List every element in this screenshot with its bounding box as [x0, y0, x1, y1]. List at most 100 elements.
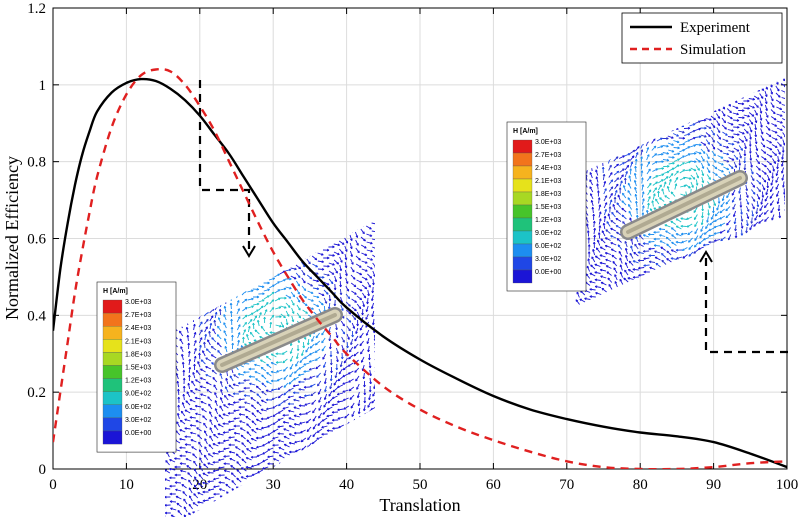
field-arrowhead	[180, 470, 183, 473]
field-arrowhead	[337, 401, 340, 404]
field-arrowhead	[182, 377, 185, 381]
field-arrow	[240, 485, 247, 488]
field-arrowhead	[193, 493, 195, 496]
field-arrowhead	[626, 164, 629, 167]
x-tick-label: 90	[706, 477, 721, 493]
field-arrow	[257, 477, 264, 481]
field-arrow	[651, 153, 657, 158]
field-arrow	[662, 152, 669, 155]
field-arrowhead	[371, 306, 374, 309]
field-arrow	[213, 425, 219, 431]
y-tick-label: 1.2	[27, 1, 46, 17]
field-arrow	[188, 367, 191, 374]
field-arrow	[230, 472, 236, 478]
field-arrowhead	[223, 470, 227, 473]
field-arrowhead	[159, 507, 161, 508]
field-arrow	[665, 230, 671, 235]
field-arrow	[261, 399, 267, 404]
field-arrow	[238, 390, 245, 393]
field-arrowhead	[165, 495, 167, 498]
colorbar-swatch	[102, 391, 123, 405]
field-arrow	[674, 183, 677, 190]
field-arrowhead	[223, 440, 226, 443]
field-arrow	[661, 253, 667, 258]
field-arrow	[260, 408, 267, 412]
field-arrow	[204, 319, 209, 325]
field-arrowhead	[251, 466, 254, 468]
field-arrow	[263, 302, 269, 308]
field-arrow	[263, 295, 270, 300]
field-arrow	[267, 423, 273, 428]
field-arrow	[169, 500, 177, 503]
field-arrow	[180, 410, 186, 417]
field-arrowhead	[359, 336, 362, 339]
field-arrowhead	[255, 378, 258, 381]
field-arrowhead	[323, 365, 326, 368]
field-arrowhead	[648, 189, 652, 192]
field-arrowhead	[654, 153, 657, 155]
field-arrow	[249, 331, 255, 338]
field-arrowhead	[643, 258, 646, 260]
field-arrow	[603, 188, 607, 195]
field-arrow	[235, 453, 241, 459]
field-arrow	[657, 161, 664, 163]
field-arrow	[219, 308, 222, 316]
field-arrowhead	[159, 498, 161, 499]
field-arrow	[288, 379, 294, 385]
field-arrow	[589, 295, 596, 298]
field-arrowhead	[289, 367, 293, 370]
field-arrow	[603, 223, 606, 230]
field-arrowhead	[648, 196, 651, 199]
field-arrow	[598, 232, 601, 239]
field-arrow	[241, 450, 247, 456]
grid	[53, 8, 787, 469]
field-arrowhead	[643, 265, 646, 267]
field-arrow	[280, 321, 285, 328]
field-arrowhead	[245, 466, 248, 469]
field-arrow	[344, 245, 348, 252]
field-arrow	[372, 246, 375, 250]
field-arrow	[198, 329, 203, 336]
field-arrow	[228, 420, 235, 423]
field-arrow	[209, 411, 213, 418]
field-arrow	[673, 133, 679, 137]
field-arrow	[283, 366, 288, 372]
field-arrow	[267, 431, 274, 436]
field-arrowhead	[256, 288, 260, 290]
field-arrowhead	[275, 353, 278, 356]
field-arrow	[309, 367, 316, 371]
field-arrow	[261, 426, 268, 429]
field-arrowhead	[646, 147, 649, 150]
field-arrowhead	[610, 186, 613, 189]
field-arrow	[360, 228, 365, 235]
field-arrowhead	[349, 304, 351, 307]
field-arrow	[242, 322, 247, 328]
field-arrowhead	[609, 172, 613, 174]
field-arrow	[179, 438, 186, 441]
field-arrow	[354, 367, 360, 373]
field-arrow	[203, 341, 206, 349]
field-arrowhead	[369, 365, 372, 369]
field-arrowhead	[628, 260, 631, 264]
field-arrow	[356, 295, 362, 301]
field-arrow	[304, 394, 311, 397]
field-arrow	[367, 345, 370, 352]
field-arrowhead	[609, 164, 612, 167]
field-arrow	[358, 407, 361, 414]
field-arrowhead	[295, 364, 298, 367]
field-arrow	[205, 348, 211, 354]
field-arrowhead	[360, 297, 363, 300]
field-arrowhead	[613, 196, 616, 200]
field-arrowhead	[362, 312, 364, 316]
field-arrow	[339, 248, 344, 254]
field-arrow	[351, 306, 357, 312]
field-arrowhead	[594, 271, 597, 274]
field-arrow	[177, 413, 180, 420]
colorbar-swatch	[102, 378, 123, 392]
field-arrow	[193, 460, 198, 467]
field-arrow	[188, 487, 193, 494]
field-arrow	[347, 370, 354, 375]
field-arrowhead	[368, 397, 371, 401]
field-arrowhead	[316, 376, 319, 378]
field-arrow	[246, 483, 253, 487]
